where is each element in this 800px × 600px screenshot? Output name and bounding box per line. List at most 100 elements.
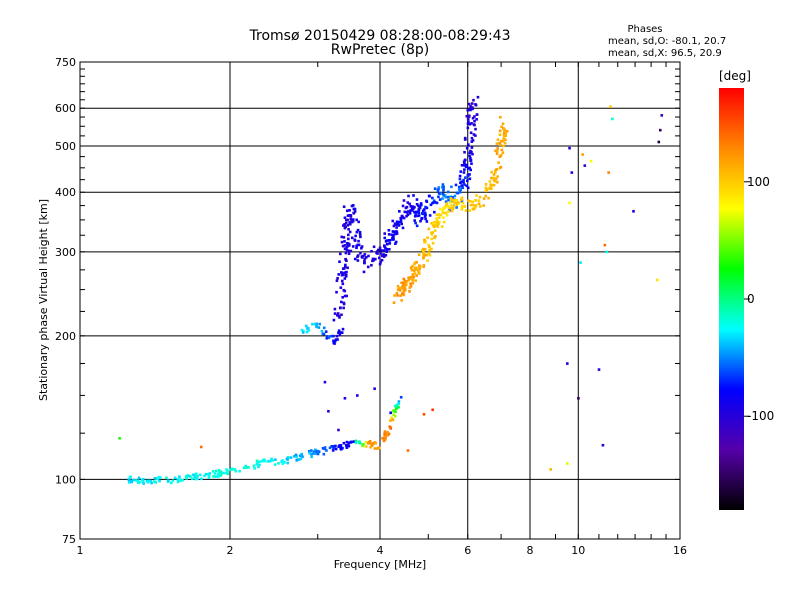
data-point	[332, 339, 335, 343]
data-point	[499, 154, 503, 157]
data-point	[242, 466, 246, 470]
data-point	[176, 478, 180, 481]
data-point	[391, 238, 394, 241]
data-point	[357, 220, 360, 224]
data-point	[446, 195, 449, 199]
data-point	[451, 196, 454, 199]
data-point	[393, 222, 397, 225]
data-point	[603, 243, 607, 247]
data-point	[468, 209, 471, 212]
data-point	[341, 244, 345, 248]
data-point	[427, 251, 431, 255]
data-point	[346, 214, 350, 217]
data-point	[415, 261, 418, 264]
data-point	[348, 221, 351, 224]
data-point	[421, 209, 425, 213]
data-point	[474, 134, 477, 137]
data-point	[411, 273, 415, 276]
data-point	[353, 257, 357, 261]
data-point	[475, 194, 478, 197]
data-point	[345, 270, 348, 274]
data-point	[388, 239, 392, 242]
data-point	[414, 221, 417, 225]
data-point	[409, 204, 413, 208]
data-point	[343, 294, 347, 298]
data-point	[427, 243, 431, 247]
data-point	[479, 205, 482, 208]
data-point	[376, 446, 380, 450]
data-point	[461, 186, 464, 189]
data-point	[348, 209, 351, 212]
data-point	[467, 121, 470, 125]
data-point	[390, 416, 393, 420]
data-point	[305, 330, 309, 334]
data-point	[422, 251, 426, 255]
data-point	[338, 260, 341, 264]
data-point	[258, 463, 261, 467]
data-point	[408, 209, 412, 213]
data-point	[155, 477, 159, 480]
data-point	[413, 266, 417, 270]
data-point	[383, 432, 386, 436]
data-point	[353, 239, 357, 242]
data-point	[322, 452, 326, 456]
data-point	[294, 453, 298, 457]
x-tick-label: 10	[571, 544, 585, 557]
data-point	[335, 290, 338, 294]
stats-header: Phases	[627, 24, 662, 35]
data-point	[364, 440, 368, 444]
data-point	[366, 265, 370, 269]
data-point	[343, 223, 346, 226]
data-point	[465, 163, 469, 167]
data-point	[400, 281, 404, 285]
data-point	[313, 322, 317, 326]
data-point	[328, 446, 332, 450]
data-point	[570, 171, 574, 174]
data-point	[307, 450, 311, 453]
data-point	[396, 288, 400, 291]
data-point	[453, 201, 456, 205]
data-point	[332, 318, 336, 322]
data-point	[384, 246, 387, 250]
data-point	[469, 159, 472, 162]
data-point	[310, 455, 313, 459]
data-point	[430, 231, 433, 235]
data-point	[302, 329, 305, 333]
data-point	[410, 209, 414, 212]
data-point	[348, 230, 352, 234]
data-point	[130, 480, 134, 484]
data-point	[358, 440, 361, 443]
data-point	[468, 154, 471, 158]
data-point	[430, 247, 433, 251]
data-point	[335, 334, 339, 338]
data-point	[492, 183, 496, 187]
data-point	[462, 178, 465, 182]
data-point	[330, 445, 334, 448]
data-point	[411, 281, 415, 285]
data-point	[356, 255, 359, 259]
data-point	[446, 190, 450, 194]
data-point	[441, 192, 445, 196]
data-point	[247, 466, 250, 469]
data-point	[458, 190, 462, 194]
data-point	[467, 199, 470, 203]
data-point	[493, 179, 497, 183]
data-point	[496, 175, 499, 178]
data-point	[358, 230, 362, 234]
data-point	[452, 200, 455, 204]
colorbar	[719, 88, 744, 510]
data-point	[418, 265, 422, 268]
data-point	[423, 215, 427, 218]
data-point	[436, 221, 439, 225]
data-point	[568, 201, 571, 205]
data-point	[632, 209, 635, 213]
data-point	[355, 244, 358, 248]
data-point	[484, 186, 488, 190]
data-point	[392, 409, 395, 413]
data-point	[315, 325, 318, 329]
data-point	[370, 263, 373, 267]
data-point	[344, 251, 348, 255]
data-point	[406, 449, 410, 452]
data-point	[342, 236, 346, 239]
data-point	[204, 472, 208, 476]
